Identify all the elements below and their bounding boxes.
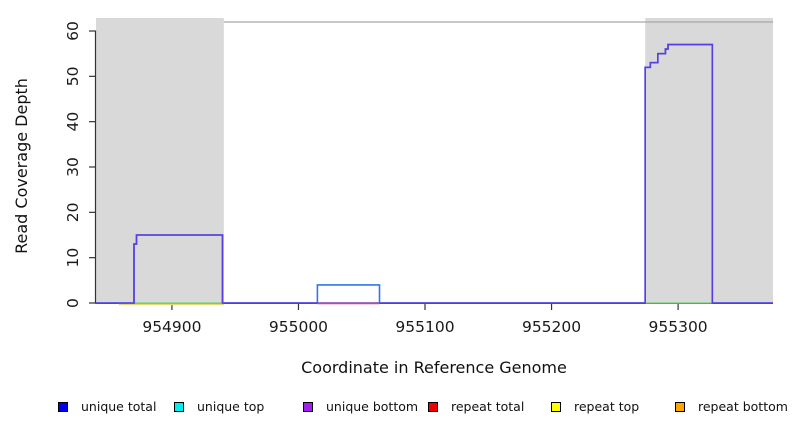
legend-swatch-repeat-top <box>551 402 561 412</box>
legend-item-unique-bottom: unique bottom <box>303 400 418 414</box>
legend-label: unique top <box>197 399 265 414</box>
legend-label: unique bottom <box>326 399 419 414</box>
y-tick-label-60: 60 <box>64 21 82 41</box>
y-tick-label-10: 10 <box>64 248 82 268</box>
chart-legend: unique total unique top unique bottom repea… <box>0 400 792 420</box>
y-tick-label-40: 40 <box>64 112 82 132</box>
x-tick-label-954900: 954900 <box>142 318 201 336</box>
legend-label: repeat bottom <box>698 399 788 414</box>
y-tick-label-30: 30 <box>64 157 82 177</box>
legend-swatch-unique-bottom <box>303 402 313 412</box>
x-tick-label-955300: 955300 <box>649 318 708 336</box>
legend-item-unique-total: unique total <box>58 400 156 414</box>
legend-label: unique total <box>81 399 157 414</box>
legend-item-unique-top: unique top <box>174 400 264 414</box>
legend-item-repeat-bottom: repeat bottom <box>675 400 788 414</box>
legend-swatch-unique-top <box>174 402 184 412</box>
shaded-repeat-regions <box>96 18 773 302</box>
coverage-series-lines <box>96 43 773 306</box>
legend-swatch-unique-total <box>58 402 68 412</box>
legend-item-repeat-total: repeat total <box>428 400 524 414</box>
legend-label: repeat total <box>451 399 525 414</box>
x-axis-title: Coordinate in Reference Genome <box>301 358 567 377</box>
series-line-unique-bottom <box>96 43 773 304</box>
axes: 0 10 20 30 40 50 60 954900 955000 955100 955200 955… <box>64 21 773 336</box>
legend-item-repeat-top: repeat top <box>551 400 639 414</box>
x-tick-label-955200: 955200 <box>522 318 581 336</box>
shaded-region-0 <box>96 18 224 302</box>
x-tick-label-955000: 955000 <box>269 318 328 336</box>
coverage-chart: 0 10 20 30 40 50 60 954900 955000 955100 955200 955… <box>12 18 773 377</box>
legend-swatch-repeat-total <box>428 402 438 412</box>
shaded-region-1 <box>645 18 773 302</box>
y-tick-label-0: 0 <box>64 298 82 308</box>
y-axis-title: Read Coverage Depth <box>12 78 31 254</box>
y-tick-label-20: 20 <box>64 202 82 222</box>
y-tick-label-50: 50 <box>64 66 82 86</box>
x-tick-label-955100: 955100 <box>395 318 454 336</box>
legend-swatch-repeat-bottom <box>675 402 685 412</box>
legend-label: repeat top <box>574 399 640 414</box>
